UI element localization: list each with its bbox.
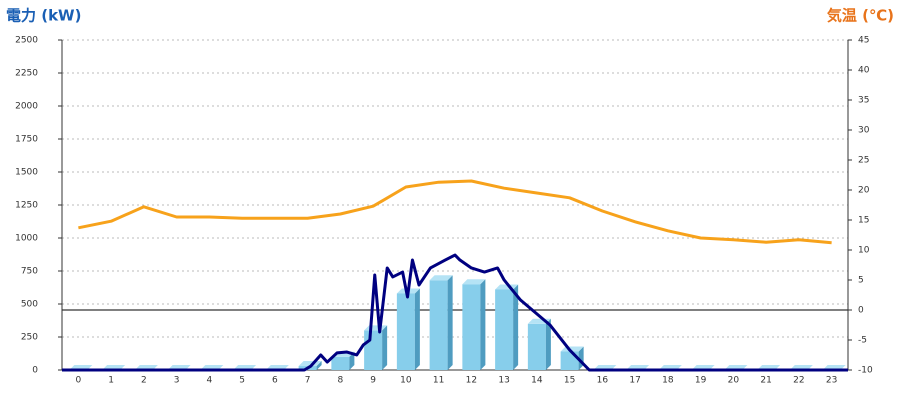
x-tick-label: 18	[662, 376, 674, 386]
x-tick-label: 14	[531, 376, 543, 386]
bar-top	[429, 275, 453, 281]
y-tick-label: 1500	[15, 168, 38, 178]
bar	[429, 280, 448, 370]
y2-tick-label: -10	[858, 366, 873, 376]
bar-side	[480, 279, 486, 370]
x-tick-label: 23	[826, 376, 837, 386]
x-tick-label: 8	[338, 376, 344, 386]
x-tick-label: 0	[76, 376, 82, 386]
bar	[396, 293, 415, 370]
y2-tick-label: 25	[858, 156, 869, 166]
x-tick-label: 13	[498, 376, 509, 386]
y-tick-label: 0	[32, 366, 38, 376]
x-tick-label: 5	[239, 376, 245, 386]
bar-side	[414, 288, 420, 370]
bar	[364, 330, 383, 370]
bar	[331, 356, 350, 370]
bar-side	[316, 361, 322, 370]
x-tick-label: 1	[108, 376, 114, 386]
y2-tick-label: 0	[858, 306, 864, 316]
y2-tick-label: 35	[858, 96, 869, 106]
bar-side	[513, 284, 519, 370]
bar-top	[462, 279, 486, 285]
y2-tick-label: 5	[858, 276, 864, 286]
y2-tick-label: 20	[858, 186, 870, 196]
y2-tick-label: 15	[858, 216, 869, 226]
y2-tick-label: -5	[858, 336, 867, 346]
x-tick-label: 10	[400, 376, 412, 386]
x-tick-label: 6	[272, 376, 278, 386]
bar	[527, 323, 546, 370]
x-tick-label: 16	[597, 376, 609, 386]
x-tick-label: 7	[305, 376, 311, 386]
bar	[462, 284, 481, 370]
x-tick-label: 15	[564, 376, 575, 386]
x-tick-label: 3	[174, 376, 180, 386]
chart-title: 電力 (kW)	[6, 7, 81, 25]
bar-side	[382, 325, 388, 370]
bar	[495, 289, 514, 370]
y-tick-label: 2250	[15, 69, 38, 79]
y-tick-label: 750	[21, 267, 38, 277]
x-tick-label: 19	[695, 376, 707, 386]
bar-side	[447, 275, 453, 370]
y-tick-label: 2500	[15, 36, 38, 46]
y-tick-label: 1000	[15, 234, 38, 244]
y2-tick-label: 10	[858, 246, 870, 256]
x-tick-label: 11	[433, 376, 444, 386]
x-tick-label: 22	[793, 376, 804, 386]
y-tick-label: 1750	[15, 135, 38, 145]
x-tick-label: 4	[207, 376, 213, 386]
y2-tick-label: 45	[858, 36, 869, 46]
y-tick-label: 250	[21, 333, 38, 343]
bar-side	[545, 318, 551, 370]
y2-tick-label: 30	[858, 126, 870, 136]
y-tick-label: 2000	[15, 102, 38, 112]
x-tick-label: 17	[629, 376, 640, 386]
x-tick-label: 21	[760, 376, 771, 386]
x-tick-label: 12	[466, 376, 477, 386]
x-tick-label: 2	[141, 376, 147, 386]
line	[78, 179, 832, 245]
x-tick-label: 9	[370, 376, 376, 386]
line	[62, 253, 848, 372]
y-tick-label: 1250	[15, 201, 38, 211]
y2-title: 気温 (℃)	[827, 7, 894, 25]
y-tick-label: 500	[21, 300, 38, 310]
bar-side	[349, 351, 355, 370]
x-tick-label: 20	[728, 376, 740, 386]
y2-tick-label: 40	[858, 66, 870, 76]
